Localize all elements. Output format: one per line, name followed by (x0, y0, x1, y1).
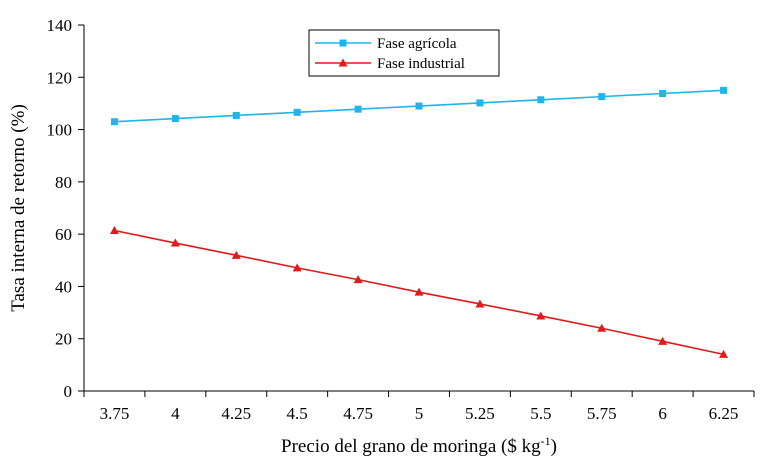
data-point (353, 275, 363, 284)
data-point (720, 86, 728, 94)
data-point (110, 118, 118, 126)
y-tick-label: 60 (55, 225, 72, 244)
legend-item: Fase agrícola (315, 36, 457, 52)
y-tick-label: 80 (55, 173, 72, 192)
legend-box (308, 29, 500, 77)
x-tick-label: 6 (658, 404, 667, 423)
data-point (597, 323, 607, 332)
x-tick-label: 4.5 (287, 404, 308, 423)
data-point (475, 299, 485, 308)
data-point (658, 336, 668, 345)
data-point (476, 99, 484, 107)
data-point (293, 108, 301, 116)
legend-label: Fase agrícola (377, 36, 457, 52)
y-axis-ticks: 0 20 40 60 80 100 120 140 (47, 16, 84, 401)
data-point (414, 287, 424, 296)
y-tick-label: 140 (47, 16, 73, 35)
x-tick-label: 3.75 (100, 404, 130, 423)
legend-item: Fase industrial (315, 56, 465, 72)
data-point (109, 225, 119, 234)
data-point (537, 96, 545, 104)
x-axis-title: Precio del grano de moringa ($ kg-1) (281, 434, 557, 457)
data-point (232, 111, 240, 119)
data-point (170, 238, 180, 247)
data-point (292, 263, 302, 272)
data-point (659, 89, 667, 97)
data-point (415, 102, 423, 110)
data-point (354, 105, 362, 113)
data-point (598, 93, 606, 101)
y-tick-label: 0 (64, 382, 73, 401)
x-tick-label: 5.5 (530, 404, 551, 423)
x-tick-label: 4.25 (221, 404, 251, 423)
series-1 (110, 86, 728, 126)
y-tick-label: 20 (55, 330, 72, 349)
data-point (171, 115, 179, 123)
x-tick-label: 5.75 (587, 404, 617, 423)
x-tick-label: 5 (415, 404, 424, 423)
x-tick-label: 6.25 (709, 404, 739, 423)
legend-label: Fase industrial (377, 56, 465, 72)
legend: Fase agrícola Fase industrial (308, 29, 500, 77)
x-tick-label: 4.75 (343, 404, 373, 423)
series-2 (109, 225, 729, 358)
axes (83, 25, 754, 392)
legend-marker (339, 39, 347, 47)
data-point (719, 349, 729, 358)
y-tick-label: 40 (55, 277, 72, 296)
data-point (536, 311, 546, 320)
y-tick-label: 120 (47, 68, 73, 87)
x-tick-label: 5.25 (465, 404, 495, 423)
data-point (231, 250, 241, 259)
x-axis-ticks: 3.75 4 4.25 4.5 4.75 5 5.25 5.5 5.75 6 6.25 (83, 391, 755, 423)
y-tick-label: 100 (47, 121, 73, 140)
y-axis-title: Tasa interna de retorno (%) (8, 104, 29, 312)
x-tick-label: 4 (171, 404, 180, 423)
legend-marker (338, 58, 348, 67)
series-layer (109, 86, 729, 358)
